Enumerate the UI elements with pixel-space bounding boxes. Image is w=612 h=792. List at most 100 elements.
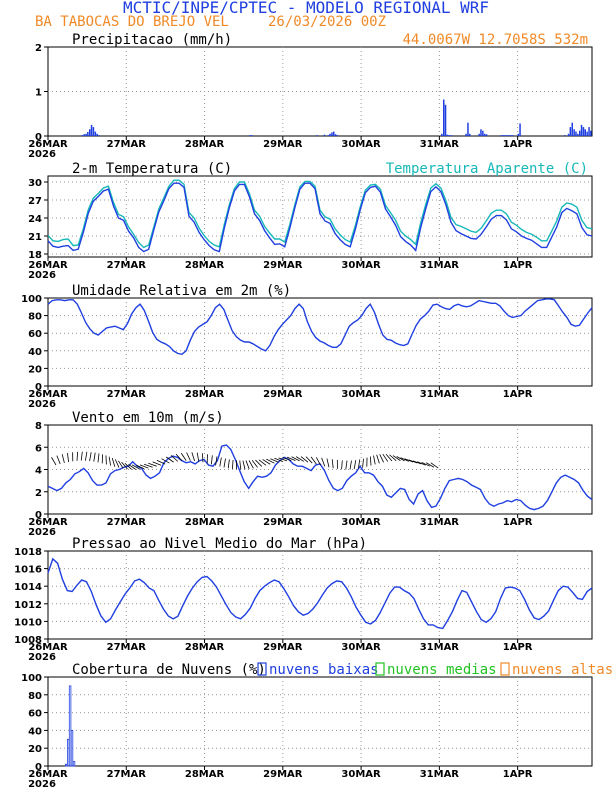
x-tick-label: 28MAR xyxy=(185,260,225,271)
bar xyxy=(571,122,573,136)
bar xyxy=(92,127,95,136)
panel-title: Umidade Relativa em 2m (%) xyxy=(72,283,291,299)
bar xyxy=(81,135,83,136)
bar xyxy=(89,129,91,136)
y-tick-label: 1016 xyxy=(14,565,42,576)
wind-arrow xyxy=(124,463,132,470)
bar xyxy=(333,131,335,136)
legend-label: nuvens medias xyxy=(387,662,497,678)
plot-frame xyxy=(47,550,593,640)
wind-arrow xyxy=(278,457,288,462)
wind-arrow xyxy=(219,457,222,467)
y-tick-label: 0 xyxy=(35,762,42,773)
wind-arrow xyxy=(239,460,242,470)
wind-arrow xyxy=(175,453,183,462)
wind-arrow xyxy=(251,460,258,468)
wind-arrow xyxy=(56,455,61,465)
y-tick-label: 27 xyxy=(28,196,42,207)
wind-arrow xyxy=(227,459,230,469)
wind-arrow xyxy=(245,460,250,470)
wind-arrow xyxy=(362,458,364,468)
bar xyxy=(504,135,506,136)
bar-0 xyxy=(70,730,74,767)
wind-arrow xyxy=(93,452,96,462)
wind-arrow xyxy=(89,452,92,462)
x-year-label: 2026 xyxy=(28,399,56,410)
x-tick-label: 29MAR xyxy=(263,517,303,528)
panel-2: 0 20 40 60 80 100 26MAR 27MAR 28MAR 29MAR 30MAR 31M… xyxy=(21,283,593,410)
wind-arrow xyxy=(349,460,352,470)
wind-arrow xyxy=(295,456,305,462)
x-tick-label: 30MAR xyxy=(341,260,381,271)
x-tick-label: 30MAR xyxy=(341,139,381,150)
y-tick-label: 2 xyxy=(35,43,42,54)
y-tick-label: 24 xyxy=(28,214,42,225)
bar xyxy=(579,130,581,136)
wind-arrow xyxy=(358,459,361,469)
bar xyxy=(485,134,488,136)
wind-arrow xyxy=(262,459,271,465)
bar xyxy=(577,133,579,136)
y-tick-label: 1 xyxy=(35,88,42,99)
bar xyxy=(517,133,519,136)
legend-swatch xyxy=(500,662,510,676)
panel-title: Precipitacao (mm/h) xyxy=(72,32,232,48)
series-line-0 xyxy=(47,557,593,630)
main-title: MCTIC/INPE/CPTEC - MODELO REGIONAL WRF xyxy=(123,0,489,17)
wind-arrow xyxy=(135,464,145,470)
wind-arrow xyxy=(108,456,111,466)
legend-label: nuvens baixas xyxy=(269,662,379,678)
wind-arrow xyxy=(67,453,69,463)
y-tick-label: 80 xyxy=(28,312,42,323)
y-tick-label: 6 xyxy=(35,443,42,454)
bar xyxy=(564,135,566,136)
wind-arrow xyxy=(202,453,204,463)
wind-arrow xyxy=(430,462,439,469)
wind-arrow xyxy=(97,453,100,463)
wind-arrow xyxy=(282,457,292,462)
y-tick-label: 4 xyxy=(35,466,42,477)
wind-arrow xyxy=(331,459,334,469)
bar xyxy=(569,127,572,136)
bar xyxy=(510,135,512,136)
bar xyxy=(331,132,333,136)
bar xyxy=(450,135,452,136)
y-tick-label: 0 xyxy=(35,510,42,521)
x-tick-label: 31MAR xyxy=(420,139,460,150)
wind-arrow xyxy=(321,457,326,467)
bar xyxy=(580,124,583,136)
wind-arrow xyxy=(305,456,313,464)
wind-arrow xyxy=(255,459,263,467)
wind-arrow xyxy=(258,459,267,466)
wind-arrow xyxy=(389,454,397,461)
wind-arrow xyxy=(385,453,393,462)
x-tick-label: 27MAR xyxy=(107,260,147,271)
run-date: 26/03/2026 00Z xyxy=(268,14,386,30)
wind-arrow xyxy=(242,460,246,470)
y-tick-label: 40 xyxy=(28,347,42,358)
y-tick-label: 8 xyxy=(35,421,42,432)
wind-arrow xyxy=(144,463,153,468)
bar xyxy=(584,129,586,136)
y-tick-label: 0 xyxy=(35,382,42,393)
plot-frame xyxy=(47,676,593,767)
bar xyxy=(323,134,326,136)
x-tick-label: 1APR xyxy=(503,769,533,780)
x-tick-label: 1APR xyxy=(503,139,533,150)
x-tick-label: 31MAR xyxy=(420,389,460,400)
bar xyxy=(575,131,577,136)
panel-4: 1008 1010 1012 1014 1016 1018 26MAR 27MAR 28MAR 2… xyxy=(14,536,593,663)
bar xyxy=(336,135,339,136)
wind-arrow xyxy=(165,456,174,463)
bar xyxy=(478,133,480,136)
y-tick-label: 1014 xyxy=(14,582,42,593)
x-tick-label: 29MAR xyxy=(263,260,303,271)
panel-3: 0 2 4 6 8 26MAR 27MAR 28MAR 29MAR 30MAR 31MAR 1APR 2… xyxy=(28,410,593,538)
wind-arrow xyxy=(345,460,348,470)
wind-arrow xyxy=(76,451,78,461)
wind-arrow xyxy=(270,458,279,463)
bar xyxy=(465,133,467,136)
y-tick-label: 60 xyxy=(28,709,42,720)
bar xyxy=(582,127,585,136)
y-tick-label: 100 xyxy=(21,673,42,684)
